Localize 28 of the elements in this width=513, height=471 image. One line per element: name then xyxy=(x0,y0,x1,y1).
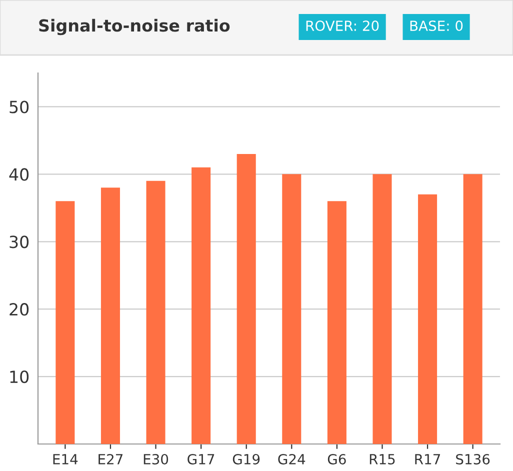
bar xyxy=(100,188,120,444)
x-tick-label: G19 xyxy=(232,454,260,464)
bar xyxy=(327,201,346,444)
x-tick-label: E14 xyxy=(53,454,78,464)
y-tick-label: 30 xyxy=(10,236,29,248)
bar xyxy=(282,174,302,444)
x-tick-label: S136 xyxy=(456,454,490,464)
y-tick-label: 10 xyxy=(10,370,29,384)
x-tick-label: R17 xyxy=(415,454,440,464)
bar xyxy=(146,180,166,444)
y-tick-label: 50 xyxy=(10,100,29,114)
y-tick-label: 40 xyxy=(9,168,29,181)
x-tick-label: G17 xyxy=(188,454,214,464)
bar xyxy=(463,174,482,444)
bar xyxy=(418,194,438,444)
y-tick-label: 20 xyxy=(10,303,29,316)
x-tick-label: R15 xyxy=(370,454,395,464)
text: BASE: 0 xyxy=(410,20,463,32)
bar xyxy=(236,154,256,444)
bar xyxy=(372,174,392,444)
x-tick-label: E30 xyxy=(144,454,168,464)
text: ROVER: 20 xyxy=(306,20,379,32)
bar xyxy=(192,167,211,444)
chart-title: Signal-to-noise ratio xyxy=(39,18,230,36)
x-tick-label: G24 xyxy=(278,454,306,464)
x-tick-label: G6 xyxy=(328,454,346,464)
x-tick-label: E27 xyxy=(98,454,123,464)
bar xyxy=(56,201,75,444)
